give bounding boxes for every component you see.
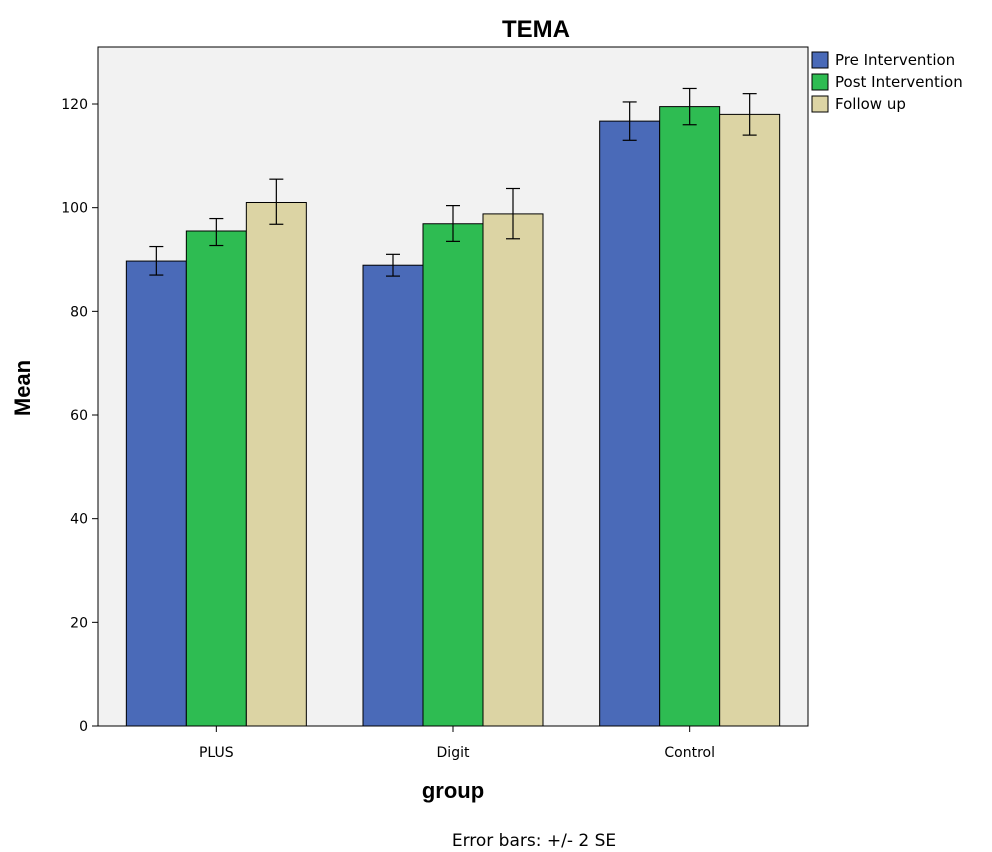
bar-plus-pre-intervention xyxy=(125,260,187,727)
bar-digit-post-intervention xyxy=(422,223,484,727)
error-bars-footnote: Error bars: +/- 2 SE xyxy=(452,831,616,851)
legend-swatch-pre-intervention xyxy=(811,51,829,69)
bar-plus-post-intervention xyxy=(185,230,247,727)
bar-digit-follow-up xyxy=(482,213,544,727)
legend: Pre Intervention Post Intervention Follow … xyxy=(811,51,963,113)
y-tick-label-120: 120 xyxy=(61,97,88,113)
bar-digit-pre-intervention xyxy=(362,264,424,727)
legend-label-pre-intervention: Pre Intervention xyxy=(835,51,955,69)
chart-title: TEMA xyxy=(502,16,570,43)
x-axis-title: group xyxy=(422,778,484,803)
y-tick-label-0: 0 xyxy=(79,719,88,735)
y-axis-title: Mean xyxy=(10,360,35,416)
y-tick-label-60: 60 xyxy=(70,408,88,424)
legend-swatch-post-intervention xyxy=(811,73,829,91)
legend-swatch-follow-up xyxy=(811,95,829,113)
bar-control-follow-up xyxy=(719,113,781,727)
y-tick-label-100: 100 xyxy=(61,201,88,217)
x-tick-label-plus: PLUS xyxy=(199,745,234,761)
bar-control-pre-intervention xyxy=(599,120,661,727)
y-tick-label-20: 20 xyxy=(70,615,88,631)
y-tick-label-40: 40 xyxy=(70,512,88,528)
error-bars-layer xyxy=(149,87,757,277)
y-tick-label-80: 80 xyxy=(70,304,88,320)
bar-control-post-intervention xyxy=(659,106,721,727)
x-tick-label-digit: Digit xyxy=(437,745,470,761)
bar-plus-follow-up xyxy=(245,201,307,727)
x-tick-label-control: Control xyxy=(664,745,715,761)
axes-layer: PLUS Digit Control 0 20 40 60 80 100 120 xyxy=(61,97,715,761)
legend-label-follow-up: Follow up xyxy=(835,95,906,113)
bars-layer xyxy=(125,106,781,727)
legend-label-post-intervention: Post Intervention xyxy=(835,73,963,91)
